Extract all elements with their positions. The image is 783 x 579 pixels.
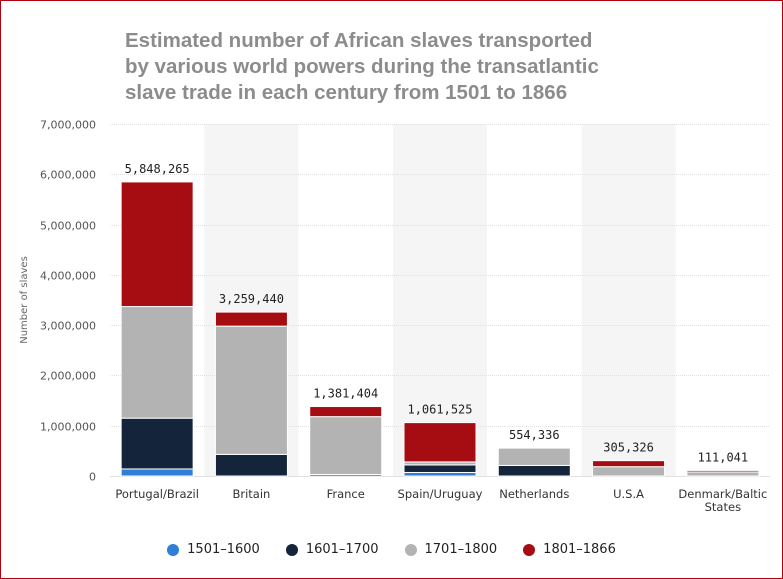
chart-title-line-2: by various world powers during the trans…	[125, 55, 599, 78]
legend-item[interactable]: 1601–1700	[285, 542, 379, 557]
bar-segment	[214, 311, 288, 327]
bar-total-label: 305,326	[603, 441, 654, 455]
legend-color-dot	[285, 543, 298, 556]
bar-segment	[403, 422, 477, 463]
x-category-label: Spain/Uruguay	[398, 487, 483, 501]
bar-segment	[214, 453, 288, 477]
bar-total-label: 111,041	[698, 450, 749, 464]
bar-segment	[403, 471, 477, 477]
y-tick-label: 5,000,000	[40, 220, 96, 233]
chart-title-line-3: slave trade in each century from 1501 to…	[125, 81, 568, 104]
bar-segment	[214, 325, 288, 455]
x-category-label: France	[327, 487, 365, 501]
x-category-label: Britain	[232, 487, 270, 501]
chart-legend: 1501–1600 1601–1700 1701–1800 1801–1866	[0, 542, 783, 557]
y-tick-label: 3,000,000	[40, 320, 96, 333]
category-band	[392, 124, 488, 476]
legend-item[interactable]: 1701–1800	[404, 542, 498, 557]
y-axis-label: Number of slaves	[19, 256, 30, 344]
bar-segment	[403, 464, 477, 473]
legend-item[interactable]: 1501–1600	[167, 542, 260, 557]
y-tick-label: 7,000,000	[40, 119, 96, 132]
x-category-label: Denmark/Baltic	[678, 487, 767, 501]
chart-title: Estimated number of African slaves trans…	[125, 28, 685, 106]
bar-segment	[309, 416, 383, 475]
bar-total-label: 554,336	[509, 428, 560, 442]
legend-label: 1801–1866	[543, 542, 616, 557]
bar-segment	[686, 471, 760, 477]
category-band	[581, 124, 676, 476]
bar-segment	[120, 468, 194, 477]
bar-total-label: 1,061,525	[407, 403, 472, 417]
legend-label: 1601–1700	[305, 542, 379, 557]
x-category-label: Netherlands	[499, 487, 569, 501]
y-tick-label: 2,000,000	[40, 370, 96, 383]
x-category-label: Portugal/Brazil	[115, 487, 199, 501]
bar-segment	[497, 464, 571, 477]
legend-color-dot	[404, 543, 417, 556]
bar-segment	[686, 469, 760, 473]
bar-segment	[120, 306, 194, 419]
chart-title-line-1: Estimated number of African slaves trans…	[125, 29, 593, 52]
bar-segment	[592, 466, 666, 477]
x-category-label: U.S.A	[613, 487, 644, 501]
bar-segment	[592, 460, 666, 468]
bar-segment	[120, 417, 194, 470]
legend-item[interactable]: 1801–1866	[523, 542, 616, 557]
bar-total-label: 3,259,440	[219, 292, 284, 306]
x-category-label: States	[705, 500, 741, 514]
bar-total-label: 1,381,404	[313, 387, 378, 401]
bar-segment	[120, 181, 194, 308]
legend-color-dot	[523, 543, 536, 556]
bar-segment	[497, 447, 571, 466]
y-tick-label: 0	[89, 471, 96, 484]
bar-total-label: 5,848,265	[125, 162, 190, 176]
legend-label: 1501–1600	[187, 542, 260, 557]
legend-color-dot	[167, 543, 180, 556]
y-tick-label: 4,000,000	[40, 270, 96, 283]
y-tick-label: 6,000,000	[40, 169, 96, 182]
y-tick-label: 1,000,000	[40, 421, 96, 434]
legend-label: 1701–1800	[424, 542, 498, 557]
bar-segment	[309, 406, 383, 418]
